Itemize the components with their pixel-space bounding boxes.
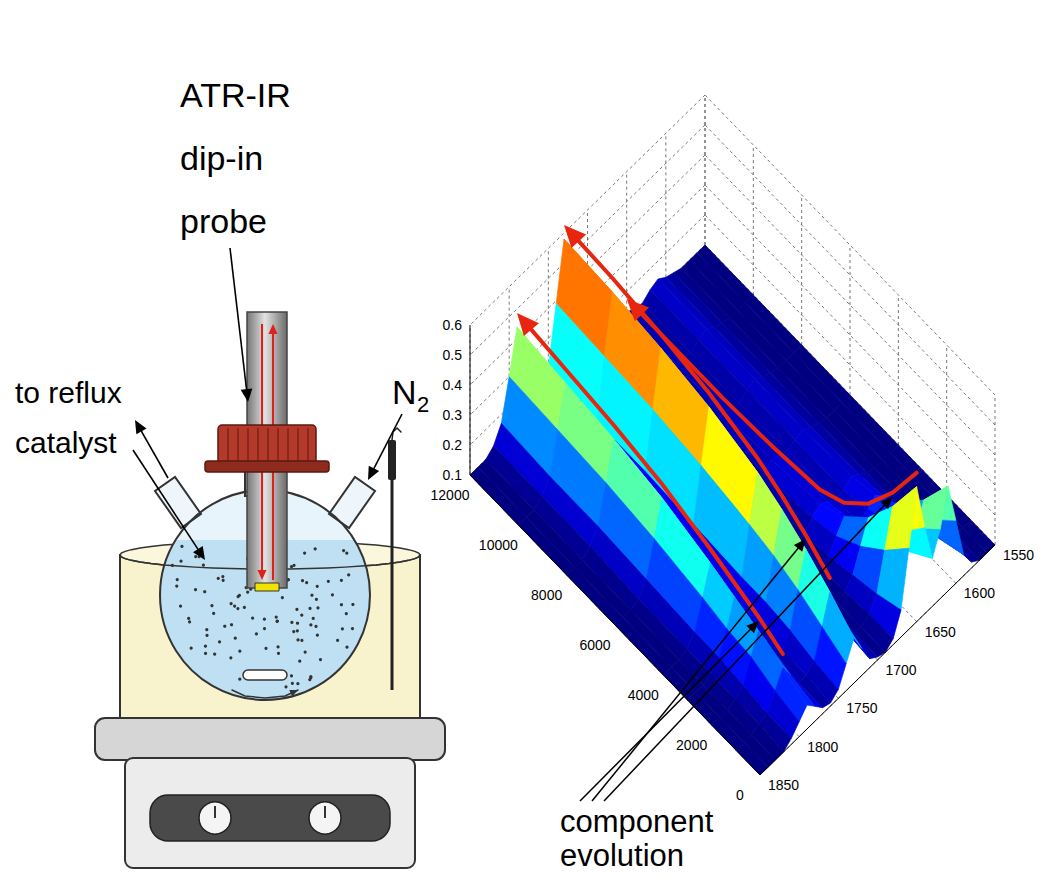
svg-text:0.4: 0.4 <box>443 377 463 393</box>
svg-text:2000: 2000 <box>676 737 707 753</box>
svg-text:1650: 1650 <box>925 624 956 640</box>
svg-text:catalyst: catalyst <box>15 426 117 459</box>
svg-text:to reflux: to reflux <box>15 376 122 409</box>
svg-text:0.5: 0.5 <box>443 347 463 363</box>
svg-text:evolution: evolution <box>560 838 684 873</box>
svg-text:1700: 1700 <box>886 662 917 678</box>
svg-text:1600: 1600 <box>964 585 995 601</box>
svg-text:0: 0 <box>736 787 744 803</box>
svg-text:12000: 12000 <box>431 487 470 503</box>
svg-text:4000: 4000 <box>628 687 659 703</box>
svg-text:2: 2 <box>417 392 429 417</box>
svg-text:ATR-IR: ATR-IR <box>180 76 291 114</box>
svg-text:1550: 1550 <box>1003 547 1034 563</box>
svg-text:0.6: 0.6 <box>443 317 463 333</box>
svg-text:8000: 8000 <box>531 587 562 603</box>
svg-text:N: N <box>392 373 417 411</box>
svg-text:1800: 1800 <box>807 739 838 755</box>
svg-text:probe: probe <box>180 202 267 240</box>
svg-text:1850: 1850 <box>768 777 799 793</box>
svg-text:1750: 1750 <box>846 700 877 716</box>
svg-text:dip-in: dip-in <box>180 139 263 177</box>
svg-text:10000: 10000 <box>479 537 518 553</box>
svg-text:6000: 6000 <box>579 637 610 653</box>
svg-text:0.3: 0.3 <box>443 407 463 423</box>
svg-text:0.2: 0.2 <box>443 437 463 453</box>
svg-text:component: component <box>560 804 714 839</box>
svg-text:0.1: 0.1 <box>443 467 463 483</box>
